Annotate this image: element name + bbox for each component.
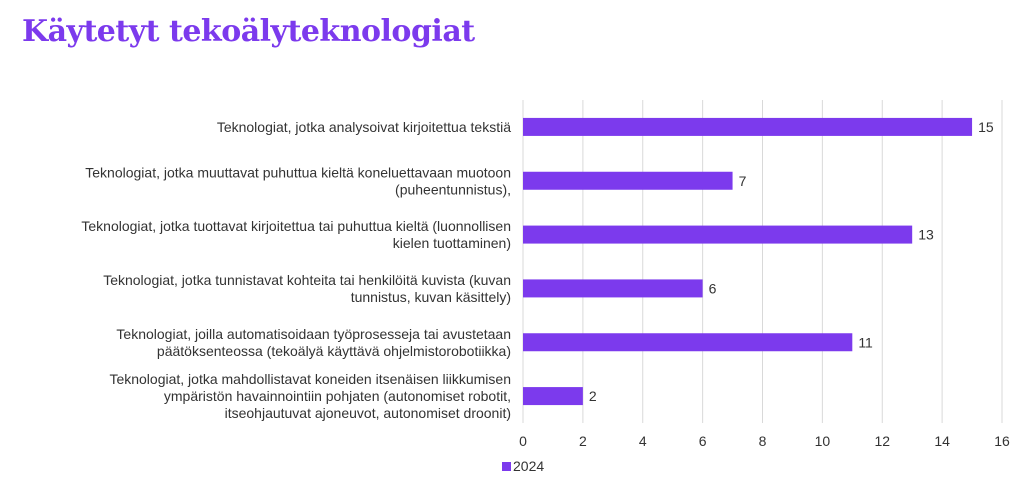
x-tick-label: 4 — [639, 433, 647, 449]
bar — [523, 279, 703, 298]
data-label: 11 — [858, 334, 873, 350]
category-label: Teknologiat, joilla automatisoidaan työp… — [116, 326, 511, 359]
x-tick-label: 16 — [994, 433, 1010, 449]
data-label: 15 — [978, 119, 994, 135]
category-label-line: Teknologiat, jotka mahdollistavat koneid… — [109, 371, 511, 387]
bar — [523, 333, 853, 352]
x-tick-label: 14 — [934, 433, 950, 449]
data-label: 2 — [589, 388, 597, 404]
category-label-line: Teknologiat, jotka analysoivat kirjoitet… — [217, 119, 511, 135]
category-label-line: Teknologiat, joilla automatisoidaan työp… — [116, 326, 511, 342]
bar — [523, 387, 583, 406]
category-label-line: Teknologiat, jotka muuttavat puhuttua ki… — [85, 164, 511, 180]
category-label: Teknologiat, jotka tuottavat kirjoitettu… — [81, 218, 511, 251]
category-label-line: päätöksenteossa (tekoälyä käyttävä ohjel… — [157, 343, 511, 359]
data-label: 7 — [739, 173, 747, 189]
x-tick-label: 0 — [519, 433, 527, 449]
bar — [523, 171, 733, 190]
x-tick-label: 8 — [759, 433, 767, 449]
x-tick-label: 2 — [579, 433, 587, 449]
x-tick-label: 6 — [699, 433, 707, 449]
category-label-line: itseohjautuvat ajoneuvot, autonomiset dr… — [225, 405, 511, 421]
category-label-line: ympäristön havainnointiin pohjaten (auto… — [164, 388, 511, 404]
bar — [523, 225, 913, 244]
category-label: Teknologiat, jotka analysoivat kirjoitet… — [217, 119, 511, 135]
category-label-line: kielen tuottaminen) — [393, 235, 511, 251]
category-label: Teknologiat, jotka mahdollistavat koneid… — [109, 371, 511, 421]
data-label: 13 — [918, 227, 934, 243]
x-tick-label: 12 — [874, 433, 890, 449]
bar — [523, 117, 973, 136]
category-label-line: Teknologiat, jotka tunnistavat kohteita … — [103, 272, 511, 288]
category-label-line: tunnistus, kuvan käsittely) — [351, 289, 511, 305]
x-tick-label: 10 — [815, 433, 831, 449]
page-title: Käytetyt tekoälyteknologiat — [22, 14, 475, 49]
category-label: Teknologiat, jotka tunnistavat kohteita … — [103, 272, 511, 305]
category-label-line: Teknologiat, jotka tuottavat kirjoitettu… — [81, 218, 511, 234]
category-label: Teknologiat, jotka muuttavat puhuttua ki… — [85, 164, 511, 197]
data-label: 6 — [709, 280, 717, 296]
legend-label: 2024 — [513, 458, 544, 474]
category-label-line: (puheentunnistus), — [395, 181, 511, 197]
legend-swatch — [502, 462, 511, 471]
